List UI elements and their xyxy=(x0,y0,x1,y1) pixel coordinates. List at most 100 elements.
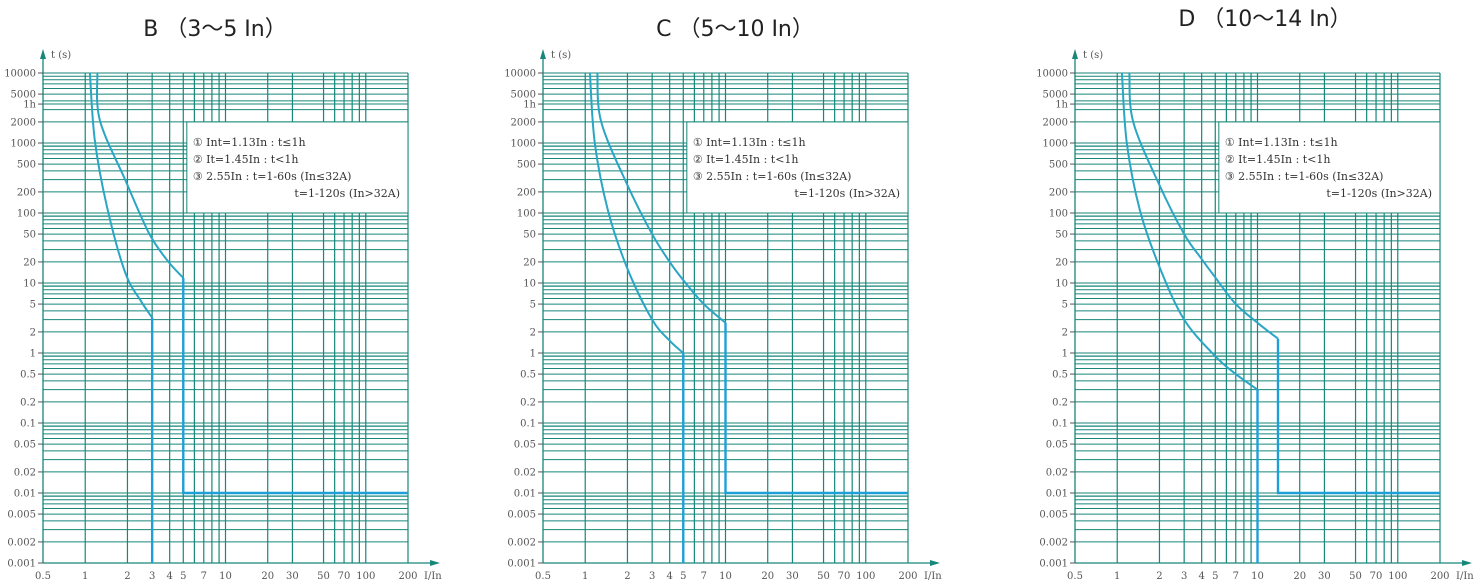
x-tick-label: 4 xyxy=(666,571,672,582)
chart-title: D （10～14 In） xyxy=(1178,7,1351,32)
x-axis-arrow-icon xyxy=(1462,560,1472,566)
legend-entry: ② It=1.45In : t<1h xyxy=(693,153,799,166)
y-tick-label: 1h xyxy=(1055,100,1068,111)
legend-entry: ③ 2.55In : t=1-60s (In≤32A) xyxy=(1225,170,1384,183)
y-tick-label: 0.005 xyxy=(507,510,536,521)
x-tick-label: 70 xyxy=(1370,571,1383,582)
x-tick-label: 0.5 xyxy=(535,571,551,582)
x-tick-label: 2 xyxy=(1156,571,1162,582)
x-tick-label: 200 xyxy=(1430,571,1449,582)
y-tick-label: 0.1 xyxy=(20,419,36,430)
y-tick-label: 0.2 xyxy=(520,397,536,408)
y-tick-label: 50 xyxy=(1055,230,1068,241)
y-tick-label: 1 xyxy=(30,349,36,360)
y-tick-label: 5 xyxy=(1062,300,1068,311)
y-tick-label: 1h xyxy=(23,100,36,111)
y-tick-label: 10000 xyxy=(4,69,36,80)
y-tick-label: 5000 xyxy=(11,90,36,101)
y-tick-label: 0.5 xyxy=(20,370,36,381)
x-axis-label: I/In xyxy=(1456,571,1474,582)
instant-trip-line-upper xyxy=(182,277,408,495)
y-tick-label: 0.5 xyxy=(1052,370,1068,381)
legend-entry: ② It=1.45In : t<1h xyxy=(1225,153,1331,166)
x-tick-label: 50 xyxy=(1349,571,1362,582)
y-tick-label: 5000 xyxy=(511,90,536,101)
y-tick-label: 0.02 xyxy=(14,467,36,478)
y-axis-label: t (s) xyxy=(551,50,571,61)
y-axis-label: t (s) xyxy=(1083,50,1103,61)
x-tick-label: 5 xyxy=(180,571,186,582)
y-tick-label: 0.05 xyxy=(14,440,36,451)
x-tick-label: 1 xyxy=(82,571,88,582)
x-tick-label: 7 xyxy=(201,571,207,582)
y-tick-label: 0.001 xyxy=(1039,559,1068,570)
x-tick-label: 100 xyxy=(1388,571,1407,582)
y-tick-label: 2 xyxy=(530,327,536,338)
chart-2: D （10～14 In） t (s) I/In ① Int=1.13In : t≤1h… xyxy=(1036,7,1474,582)
y-tick-label: 2 xyxy=(1062,327,1068,338)
y-tick-label: 2000 xyxy=(11,117,36,128)
y-axis-arrow-icon xyxy=(540,49,546,59)
y-tick-label: 1000 xyxy=(11,139,36,150)
x-axis-label: I/In xyxy=(424,571,442,582)
x-tick-label: 7 xyxy=(701,571,707,582)
legend-entry: t=1-120s (In>32A) xyxy=(794,187,900,200)
x-tick-label: 5 xyxy=(1212,571,1218,582)
y-tick-label: 100 xyxy=(17,209,36,220)
x-tick-label: 7 xyxy=(1233,571,1239,582)
trip-curve-upper xyxy=(95,72,185,279)
y-tick-label: 200 xyxy=(17,187,36,198)
x-tick-label: 2 xyxy=(124,571,130,582)
y-tick-label: 20 xyxy=(523,257,536,268)
x-tick-label: 50 xyxy=(817,571,830,582)
y-tick-label: 0.2 xyxy=(1052,397,1068,408)
y-tick-label: 0.2 xyxy=(20,397,36,408)
x-tick-label: 30 xyxy=(286,571,299,582)
y-tick-label: 50 xyxy=(523,230,536,241)
x-tick-label: 0.5 xyxy=(35,571,51,582)
x-axis-arrow-icon xyxy=(930,560,940,566)
y-tick-label: 0.002 xyxy=(507,537,536,548)
trip-curve-lower xyxy=(588,72,684,354)
y-tick-label: 0.05 xyxy=(1046,440,1068,451)
x-tick-label: 200 xyxy=(898,571,917,582)
y-tick-label: 100 xyxy=(517,209,536,220)
legend-entry: t=1-120s (In>32A) xyxy=(294,187,400,200)
instant-trip-line-upper xyxy=(724,322,908,495)
chart-title: C （5～10 In） xyxy=(656,17,814,42)
chart-0: B （3～5 In） t (s) I/In ① Int=1.13In : t≤1h ② … xyxy=(4,17,442,582)
legend-box xyxy=(686,121,909,214)
x-tick-label: 10 xyxy=(1251,571,1264,582)
y-tick-label: 2000 xyxy=(511,117,536,128)
x-tick-label: 20 xyxy=(761,571,774,582)
y-tick-label: 0.1 xyxy=(1052,419,1068,430)
y-tick-label: 5 xyxy=(530,300,536,311)
legend-entry: ③ 2.55In : t=1-60s (In≤32A) xyxy=(193,170,352,183)
y-tick-label: 200 xyxy=(517,187,536,198)
x-tick-label: 70 xyxy=(338,571,351,582)
y-tick-label: 500 xyxy=(1049,160,1068,171)
y-tick-label: 0.05 xyxy=(514,440,536,451)
trip-curve-upper xyxy=(1128,72,1279,340)
x-tick-label: 1 xyxy=(582,571,588,582)
legend-entry: t=1-120s (In>32A) xyxy=(1326,187,1432,200)
legend-entry: ① Int=1.13In : t≤1h xyxy=(1225,136,1338,149)
x-tick-label: 5 xyxy=(680,571,686,582)
x-tick-label: 30 xyxy=(786,571,799,582)
y-tick-label: 0.005 xyxy=(1039,510,1068,521)
chart-title: B （3～5 In） xyxy=(143,17,287,42)
legend-entry: ① Int=1.13In : t≤1h xyxy=(693,136,806,149)
y-tick-label: 2000 xyxy=(1043,117,1068,128)
trip-curve-upper xyxy=(596,72,727,324)
y-tick-label: 1000 xyxy=(511,139,536,150)
y-tick-label: 5000 xyxy=(1043,90,1068,101)
y-tick-label: 10000 xyxy=(1036,69,1068,80)
x-axis-arrow-icon xyxy=(430,560,440,566)
legend-box xyxy=(1218,121,1441,214)
y-tick-label: 2 xyxy=(30,327,36,338)
y-tick-label: 500 xyxy=(517,160,536,171)
y-tick-label: 0.5 xyxy=(520,370,536,381)
y-axis-arrow-icon xyxy=(1072,49,1078,59)
x-tick-label: 10 xyxy=(219,571,232,582)
